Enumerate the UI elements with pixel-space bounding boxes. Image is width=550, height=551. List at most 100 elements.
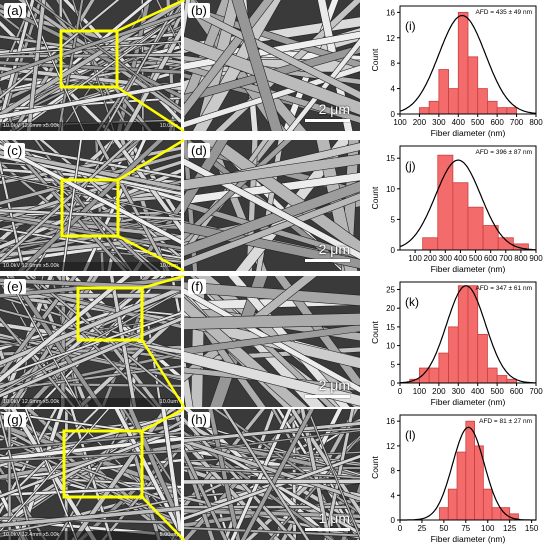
panel-label-g: (g)	[4, 412, 26, 427]
x-tick-label: 500	[469, 254, 483, 263]
histogram-bar	[449, 89, 459, 114]
x-tick-label: 100	[413, 387, 427, 396]
panel-label: (j)	[405, 159, 416, 173]
x-tick-label: 400	[452, 118, 466, 127]
histogram-bar	[507, 108, 517, 114]
y-axis-label: Count	[370, 48, 380, 71]
x-tick-label: 700	[499, 254, 513, 263]
sem-panel-g: (g) 10.0kV 12.4mm x5.00k 5.00um	[0, 409, 181, 540]
histogram-bar	[492, 508, 501, 520]
y-tick-label: 16	[386, 8, 395, 17]
scale-bar-label: 2 μm	[319, 377, 350, 393]
x-tick-label: 200	[413, 118, 427, 127]
x-tick-label: 125	[503, 524, 517, 533]
histogram-bar	[478, 89, 488, 114]
x-tick-label: 900	[529, 254, 543, 263]
y-tick-label: 8	[391, 467, 396, 476]
x-tick-label: 300	[452, 387, 466, 396]
panel-label: (l)	[405, 428, 416, 442]
panel-label-h: (h)	[188, 412, 210, 427]
x-tick-label: 800	[514, 254, 528, 263]
x-tick-label: 100	[393, 118, 407, 127]
sem-zoom-panel-f: (f) 2 μm	[184, 276, 360, 407]
scale-bar	[305, 395, 350, 398]
scale-bar-label: 2 μm	[319, 101, 350, 117]
y-tick-label: 12	[386, 34, 395, 43]
afd-annotation: AFD = 435 ± 49 nm	[476, 9, 533, 16]
y-tick-label: 10	[386, 185, 395, 194]
sem-panel-a: (a) 10.0kV 12.6mm x5.00k 10.0um	[0, 0, 181, 131]
afd-annotation: AFD = 396 ± 87 nm	[476, 149, 533, 156]
y-tick-label: 10	[386, 342, 395, 351]
x-tick-label: 200	[432, 387, 446, 396]
y-tick-label: 4	[391, 85, 396, 94]
histogram-bar	[458, 286, 468, 383]
histogram-bar	[449, 327, 459, 383]
histogram-bar	[439, 353, 449, 383]
x-tick-label: 700	[510, 118, 524, 127]
x-axis-label: Fiber diameter (nm)	[431, 128, 506, 138]
sem-zoom-panel-b: (b) 2 μm	[184, 0, 360, 131]
panel-label: (k)	[405, 295, 419, 309]
histogram-bar	[478, 334, 488, 383]
sem-metadata: 10.0kV 12.4mm x5.00k	[3, 531, 59, 540]
x-tick-label: 600	[510, 387, 524, 396]
scale-bar	[305, 119, 350, 122]
histogram-bar	[507, 379, 517, 383]
sem-metadata-bar: 10.0kV 12.6mm x5.00k 10.0um	[0, 122, 181, 131]
scale-bar	[305, 259, 350, 262]
x-tick-label: 100	[408, 254, 422, 263]
scale-bar	[305, 528, 350, 531]
x-tick-label: 0	[398, 387, 403, 396]
x-tick-label: 600	[484, 254, 498, 263]
histogram-bar	[468, 57, 478, 114]
sem-panel-e: (e) 10.0kV 12.6mm x5.00k 10.0um	[0, 276, 181, 407]
fiber	[184, 319, 360, 324]
panel-label: (i)	[405, 19, 416, 33]
x-tick-label: 0	[398, 524, 403, 533]
scale-bar-label: 1 μm	[319, 510, 350, 526]
y-tick-label: 4	[391, 491, 396, 500]
afd-annotation: AFD = 347 ± 61 nm	[476, 285, 533, 292]
x-axis-label: Fiber diameter (nm)	[431, 397, 506, 407]
histogram-bar	[429, 101, 439, 114]
panel-label-c: (c)	[4, 143, 25, 158]
scale-bar-label: 2 μm	[319, 241, 350, 257]
sem-metadata: 10.0kV 12.6mm x5.00k	[3, 398, 59, 407]
x-tick-label: 300	[432, 118, 446, 127]
histogram-bar	[487, 101, 497, 114]
histogram-bar	[419, 108, 429, 114]
panel-label-d: (d)	[188, 143, 210, 158]
y-tick-label: 0	[391, 516, 396, 525]
sem-scale-text: 10.0um	[160, 398, 178, 407]
x-axis-label: Fiber diameter (nm)	[431, 264, 506, 274]
y-axis-label: Count	[370, 456, 380, 479]
sem-zoom-panel-d: (d) 2 μm	[184, 140, 360, 271]
histogram-bar	[453, 183, 468, 250]
x-axis-label: Fiber diameter (nm)	[431, 534, 506, 544]
x-tick-label: 300	[439, 254, 453, 263]
panel-label-e: (e)	[4, 279, 26, 294]
x-tick-label: 75	[461, 524, 470, 533]
histogram-bar	[439, 508, 448, 520]
histogram-bar	[483, 489, 492, 520]
y-tick-label: 20	[386, 304, 395, 313]
histogram-bar	[468, 286, 478, 383]
histogram-bar	[429, 368, 439, 383]
sem-scale-text: 10.0um	[160, 122, 178, 131]
sem-metadata: 10.0kV 12.6mm x5.00k	[3, 122, 59, 131]
panel-label-f: (f)	[188, 279, 206, 294]
sem-scale-text: 10.0um	[160, 262, 178, 271]
y-axis-label: Count	[370, 321, 380, 344]
x-tick-label: 400	[454, 254, 468, 263]
x-tick-label: 600	[490, 118, 504, 127]
sem-scale-text: 5.00um	[160, 531, 178, 540]
panel-label-a: (a)	[4, 3, 26, 18]
y-tick-label: 0	[391, 110, 396, 119]
y-tick-label: 15	[386, 323, 395, 332]
